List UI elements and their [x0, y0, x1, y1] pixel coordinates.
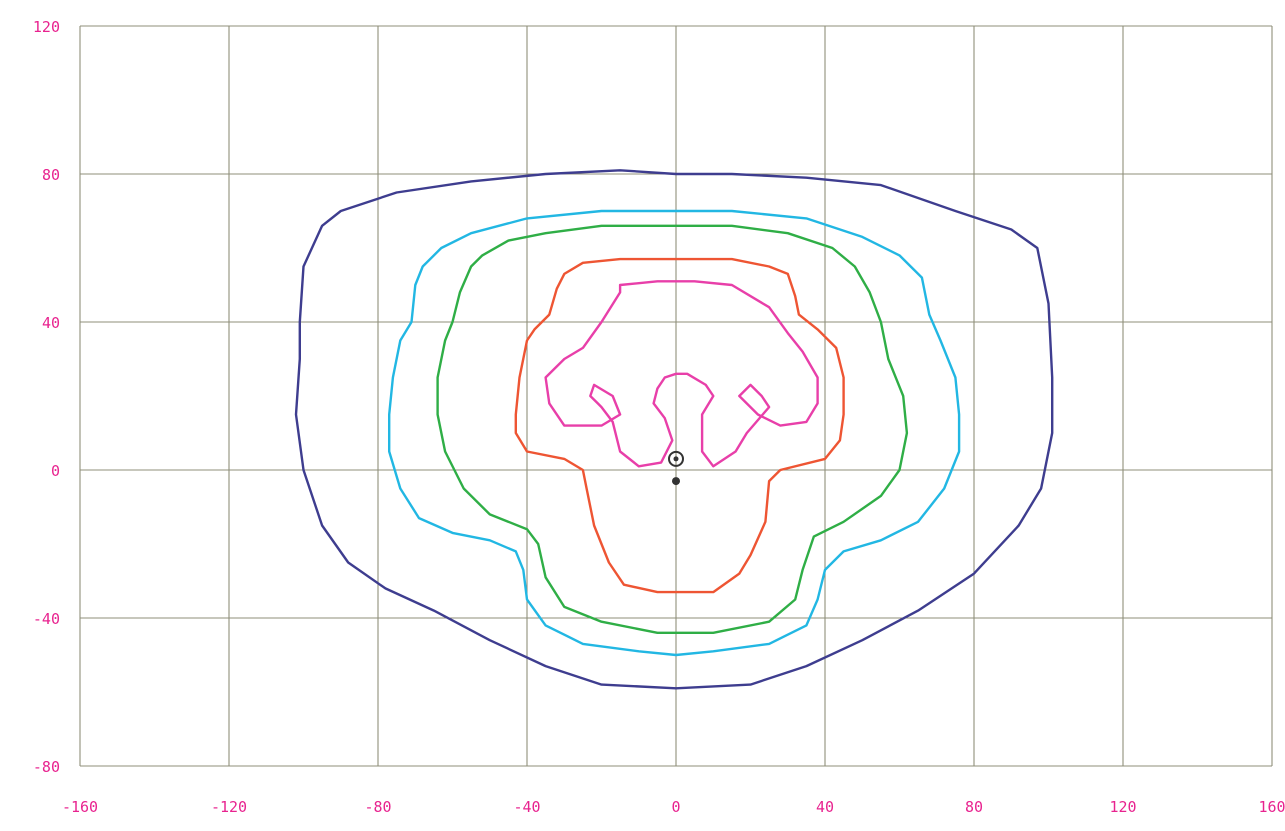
x-tick-label-7: 120 — [1109, 798, 1136, 816]
x-tick-label-4: 0 — [671, 798, 680, 816]
x-tick-label-5: 40 — [816, 798, 834, 816]
y-axis-ticks: -80 -40 0 40 80 120 — [33, 18, 60, 776]
y-tick-label-1: -40 — [33, 610, 60, 628]
y-tick-label-5: 120 — [33, 18, 60, 36]
contour-line-1 — [296, 170, 1052, 688]
y-tick-label-2: 0 — [51, 462, 60, 480]
y-tick-label-3: 40 — [42, 314, 60, 332]
x-tick-label-1: -120 — [211, 798, 247, 816]
contour-line-2 — [389, 211, 959, 655]
x-tick-label-8: 160 — [1258, 798, 1285, 816]
contour-line-5 — [546, 281, 818, 466]
y-tick-label-4: 80 — [42, 166, 60, 184]
contour-line-3 — [438, 226, 907, 633]
x-tick-label-6: 80 — [965, 798, 983, 816]
contour-series — [296, 170, 1052, 688]
x-tick-label-0: -160 — [62, 798, 98, 816]
x-tick-label-3: -40 — [513, 798, 540, 816]
x-tick-label-2: -80 — [364, 798, 391, 816]
y-tick-label-0: -80 — [33, 758, 60, 776]
x-axis-ticks: -160 -120 -80 -40 0 40 80 120 160 — [62, 798, 1285, 816]
dot-marker — [672, 477, 680, 485]
